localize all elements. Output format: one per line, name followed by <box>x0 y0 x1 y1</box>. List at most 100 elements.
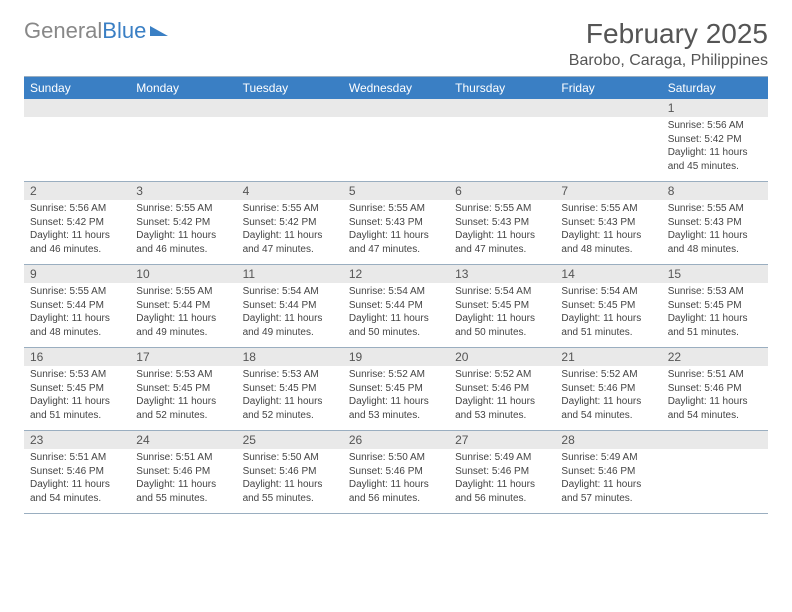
sunset-text: Sunset: 5:45 PM <box>561 299 655 313</box>
weekday-sat: Saturday <box>662 77 768 99</box>
day-number: 3 <box>130 182 236 200</box>
daylight-text: Daylight: 11 hours and 55 minutes. <box>136 478 230 505</box>
daylight-text: Daylight: 11 hours and 53 minutes. <box>455 395 549 422</box>
daylight-text: Daylight: 11 hours and 54 minutes. <box>561 395 655 422</box>
sunset-text: Sunset: 5:46 PM <box>349 465 443 479</box>
sunset-text: Sunset: 5:46 PM <box>455 382 549 396</box>
calendar-cell: 24Sunrise: 5:51 AMSunset: 5:46 PMDayligh… <box>130 431 236 513</box>
day-number: 23 <box>24 431 130 449</box>
day-number <box>130 99 236 117</box>
brand-general: General <box>24 18 102 44</box>
day-number: 24 <box>130 431 236 449</box>
daylight-text: Daylight: 11 hours and 57 minutes. <box>561 478 655 505</box>
day-number: 1 <box>662 99 768 117</box>
day-body: Sunrise: 5:55 AMSunset: 5:43 PMDaylight:… <box>555 200 661 260</box>
calendar-cell: 18Sunrise: 5:53 AMSunset: 5:45 PMDayligh… <box>237 348 343 430</box>
sunrise-text: Sunrise: 5:54 AM <box>455 285 549 299</box>
calendar-cell: 10Sunrise: 5:55 AMSunset: 5:44 PMDayligh… <box>130 265 236 347</box>
daylight-text: Daylight: 11 hours and 51 minutes. <box>30 395 124 422</box>
day-number: 6 <box>449 182 555 200</box>
sunrise-text: Sunrise: 5:53 AM <box>136 368 230 382</box>
day-body: Sunrise: 5:50 AMSunset: 5:46 PMDaylight:… <box>343 449 449 509</box>
daylight-text: Daylight: 11 hours and 56 minutes. <box>349 478 443 505</box>
day-body: Sunrise: 5:54 AMSunset: 5:44 PMDaylight:… <box>343 283 449 343</box>
daylight-text: Daylight: 11 hours and 49 minutes. <box>136 312 230 339</box>
day-body: Sunrise: 5:54 AMSunset: 5:45 PMDaylight:… <box>555 283 661 343</box>
sunrise-text: Sunrise: 5:55 AM <box>136 202 230 216</box>
weekday-fri: Friday <box>555 77 661 99</box>
day-number: 16 <box>24 348 130 366</box>
calendar-cell <box>343 99 449 181</box>
daylight-text: Daylight: 11 hours and 56 minutes. <box>455 478 549 505</box>
sunrise-text: Sunrise: 5:52 AM <box>561 368 655 382</box>
brand-logo: GeneralBlue <box>24 18 168 44</box>
sunset-text: Sunset: 5:42 PM <box>243 216 337 230</box>
calendar-cell: 19Sunrise: 5:52 AMSunset: 5:45 PMDayligh… <box>343 348 449 430</box>
daylight-text: Daylight: 11 hours and 54 minutes. <box>30 478 124 505</box>
day-body: Sunrise: 5:52 AMSunset: 5:46 PMDaylight:… <box>449 366 555 426</box>
day-body: Sunrise: 5:54 AMSunset: 5:45 PMDaylight:… <box>449 283 555 343</box>
sunset-text: Sunset: 5:44 PM <box>136 299 230 313</box>
calendar-cell: 28Sunrise: 5:49 AMSunset: 5:46 PMDayligh… <box>555 431 661 513</box>
daylight-text: Daylight: 11 hours and 46 minutes. <box>30 229 124 256</box>
day-number: 5 <box>343 182 449 200</box>
sunrise-text: Sunrise: 5:55 AM <box>136 285 230 299</box>
sunset-text: Sunset: 5:45 PM <box>668 299 762 313</box>
sunset-text: Sunset: 5:42 PM <box>668 133 762 147</box>
calendar-cell <box>24 99 130 181</box>
daylight-text: Daylight: 11 hours and 49 minutes. <box>243 312 337 339</box>
calendar-cell: 14Sunrise: 5:54 AMSunset: 5:45 PMDayligh… <box>555 265 661 347</box>
calendar-cell: 20Sunrise: 5:52 AMSunset: 5:46 PMDayligh… <box>449 348 555 430</box>
sunrise-text: Sunrise: 5:55 AM <box>243 202 337 216</box>
calendar-cell: 15Sunrise: 5:53 AMSunset: 5:45 PMDayligh… <box>662 265 768 347</box>
sunset-text: Sunset: 5:42 PM <box>136 216 230 230</box>
calendar-cell <box>449 99 555 181</box>
day-number: 13 <box>449 265 555 283</box>
day-number <box>555 99 661 117</box>
day-body: Sunrise: 5:50 AMSunset: 5:46 PMDaylight:… <box>237 449 343 509</box>
calendar-cell: 6 Sunrise: 5:55 AMSunset: 5:43 PMDaylight… <box>449 182 555 264</box>
sunrise-text: Sunrise: 5:51 AM <box>30 451 124 465</box>
sunrise-text: Sunrise: 5:54 AM <box>349 285 443 299</box>
sunset-text: Sunset: 5:43 PM <box>455 216 549 230</box>
calendar-cell: 12Sunrise: 5:54 AMSunset: 5:44 PMDayligh… <box>343 265 449 347</box>
day-number: 15 <box>662 265 768 283</box>
calendar-cell: 11Sunrise: 5:54 AMSunset: 5:44 PMDayligh… <box>237 265 343 347</box>
calendar-cell: 25Sunrise: 5:50 AMSunset: 5:46 PMDayligh… <box>237 431 343 513</box>
page-header: GeneralBlue February 2025 Barobo, Caraga… <box>24 18 768 70</box>
sunset-text: Sunset: 5:46 PM <box>561 465 655 479</box>
sunset-text: Sunset: 5:42 PM <box>30 216 124 230</box>
day-number: 18 <box>237 348 343 366</box>
sunrise-text: Sunrise: 5:51 AM <box>668 368 762 382</box>
day-number: 14 <box>555 265 661 283</box>
sunset-text: Sunset: 5:46 PM <box>136 465 230 479</box>
day-body: Sunrise: 5:55 AMSunset: 5:42 PMDaylight:… <box>130 200 236 260</box>
day-body: Sunrise: 5:55 AMSunset: 5:42 PMDaylight:… <box>237 200 343 260</box>
day-body: Sunrise: 5:51 AMSunset: 5:46 PMDaylight:… <box>24 449 130 509</box>
sunrise-text: Sunrise: 5:55 AM <box>561 202 655 216</box>
day-body: Sunrise: 5:53 AMSunset: 5:45 PMDaylight:… <box>237 366 343 426</box>
calendar-cell: 3Sunrise: 5:55 AMSunset: 5:42 PMDaylight… <box>130 182 236 264</box>
calendar-cell <box>662 431 768 513</box>
sunset-text: Sunset: 5:44 PM <box>243 299 337 313</box>
sunset-text: Sunset: 5:43 PM <box>349 216 443 230</box>
location-label: Barobo, Caraga, Philippines <box>569 52 768 70</box>
daylight-text: Daylight: 11 hours and 47 minutes. <box>455 229 549 256</box>
sunrise-text: Sunrise: 5:50 AM <box>349 451 443 465</box>
sunset-text: Sunset: 5:43 PM <box>561 216 655 230</box>
weekday-tue: Tuesday <box>237 77 343 99</box>
day-body: Sunrise: 5:55 AMSunset: 5:44 PMDaylight:… <box>130 283 236 343</box>
day-body: Sunrise: 5:52 AMSunset: 5:45 PMDaylight:… <box>343 366 449 426</box>
sunrise-text: Sunrise: 5:50 AM <box>243 451 337 465</box>
calendar-week: 23Sunrise: 5:51 AMSunset: 5:46 PMDayligh… <box>24 430 768 513</box>
sunset-text: Sunset: 5:46 PM <box>561 382 655 396</box>
day-body: Sunrise: 5:53 AMSunset: 5:45 PMDaylight:… <box>662 283 768 343</box>
sunset-text: Sunset: 5:45 PM <box>243 382 337 396</box>
calendar-body: 1Sunrise: 5:56 AMSunset: 5:42 PMDaylight… <box>24 99 768 513</box>
calendar-cell: 22Sunrise: 5:51 AMSunset: 5:46 PMDayligh… <box>662 348 768 430</box>
day-number: 10 <box>130 265 236 283</box>
sunset-text: Sunset: 5:46 PM <box>243 465 337 479</box>
daylight-text: Daylight: 11 hours and 51 minutes. <box>561 312 655 339</box>
sunrise-text: Sunrise: 5:55 AM <box>455 202 549 216</box>
day-number: 7 <box>555 182 661 200</box>
